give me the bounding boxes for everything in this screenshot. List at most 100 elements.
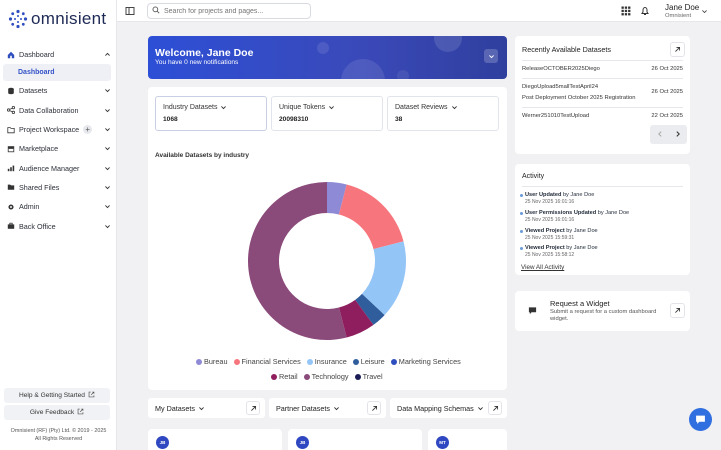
- user-name: Jane Doe: [665, 3, 700, 12]
- donut-slice-financial-services[interactable]: [338, 184, 404, 250]
- search-box[interactable]: [147, 3, 311, 19]
- brand-logo[interactable]: omnisient: [8, 9, 106, 29]
- chevron-down-icon[interactable]: [698, 5, 710, 17]
- apps-grid-icon[interactable]: [620, 5, 632, 17]
- dataset-card[interactable]: JB: [288, 429, 422, 450]
- sidebar-item-audience-manager[interactable]: Audience Manager: [0, 158, 117, 177]
- bell-icon[interactable]: [639, 5, 651, 17]
- chevron-left-icon[interactable]: [656, 130, 664, 140]
- stat-value: 38: [395, 116, 403, 123]
- legend-swatch: [196, 358, 202, 365]
- search-input[interactable]: [164, 7, 304, 15]
- donut-slice-insurance[interactable]: [361, 241, 406, 316]
- recent-dataset-date: 26 Oct 2025: [651, 66, 683, 72]
- chevron-down-icon: [103, 222, 111, 230]
- chevron-down-icon: [488, 54, 494, 58]
- stat-unique-tokens[interactable]: Unique Tokens 20098310: [271, 96, 383, 131]
- legend-swatch: [303, 373, 310, 380]
- donut-slice-leisure[interactable]: [355, 293, 385, 325]
- activity-card: Activity User Updated by Jane Doe 25 Nov …: [515, 164, 690, 275]
- activity-dot: [520, 212, 523, 215]
- chevron-down-icon: [451, 106, 457, 110]
- legend-label: Technology: [311, 372, 349, 381]
- data-mapping-schemas-tab[interactable]: Data Mapping Schemas: [390, 398, 507, 418]
- help-label: Help & Getting Started: [19, 392, 85, 399]
- top-bar: Jane Doe Omnisient: [117, 0, 721, 22]
- activity-action: User Permissions Updated: [525, 210, 597, 216]
- chevron-down-icon: [103, 203, 111, 211]
- dataset-card[interactable]: MT: [428, 429, 507, 450]
- activity-title: Activity: [522, 173, 545, 180]
- chat-icon: [528, 306, 537, 317]
- open-widget-request-button[interactable]: [670, 303, 685, 318]
- sidebar-item-label: Datasets: [19, 86, 48, 96]
- legend-label: Travel: [362, 372, 383, 381]
- sidebar-item-back-office[interactable]: Back Office: [0, 216, 117, 235]
- legend-swatch: [354, 373, 361, 380]
- help-chat-button[interactable]: [689, 408, 712, 431]
- sidebar-item-dashboard[interactable]: Dashboard: [0, 45, 117, 64]
- sidebar-item-admin[interactable]: Admin: [0, 197, 117, 216]
- legend-label: Marketing Services: [398, 357, 461, 366]
- user-menu[interactable]: Jane Doe Omnisient: [665, 3, 699, 21]
- legend-item-insurance[interactable]: Insurance: [306, 357, 347, 366]
- open-recent-datasets-button[interactable]: [670, 42, 685, 57]
- my-datasets-tab[interactable]: My Datasets: [148, 398, 265, 418]
- recent-datasets-title: Recently Available Datasets: [522, 45, 611, 54]
- add-project-button[interactable]: +: [83, 125, 93, 135]
- chat-icon: [696, 415, 705, 424]
- help-getting-started-button[interactable]: Help & Getting Started: [4, 388, 110, 403]
- activity-time: 25 Nov 2025 15:58:12: [525, 252, 575, 258]
- sidebar-item-shared-files[interactable]: Shared Files: [0, 178, 117, 197]
- folder-icon: [6, 125, 15, 134]
- home-icon: [6, 50, 15, 59]
- legend-item-travel[interactable]: Travel: [354, 372, 383, 381]
- sidebar-item-datasets[interactable]: Datasets: [0, 81, 117, 100]
- give-feedback-button[interactable]: Give Feedback: [4, 405, 110, 420]
- legend-label: Insurance: [314, 357, 347, 366]
- arrow-up-right-icon[interactable]: [488, 401, 502, 415]
- legend-item-financial-services[interactable]: Financial Services: [233, 357, 301, 366]
- legend-item-bureau[interactable]: Bureau: [196, 357, 228, 366]
- sidebar-subitem-dashboard[interactable]: Dashboard: [3, 64, 111, 82]
- tab-label: My Datasets: [155, 403, 195, 413]
- omnisient-logo-icon: [8, 9, 28, 29]
- sidebar-item-label: Shared Files: [19, 182, 60, 192]
- recent-dataset-name[interactable]: ReleaseOCTOBER2025Diego: [522, 66, 600, 72]
- legend-swatch: [271, 373, 277, 380]
- activity-time: 25 Nov 2025 16:01:16: [525, 199, 575, 205]
- sidebar-item-project-workspace[interactable]: Project Workspace +: [0, 120, 117, 139]
- chevron-down-icon: [103, 145, 111, 153]
- legend-item-retail[interactable]: Retail: [271, 372, 298, 381]
- donut-slice-retail[interactable]: [338, 299, 374, 338]
- copyright: Omnisient (RF) (Pty) Ltd. © 2019 - 2025 …: [0, 427, 117, 443]
- legend-item-marketing-services[interactable]: Marketing Services: [390, 357, 461, 366]
- partner-datasets-tab[interactable]: Partner Datasets: [269, 398, 386, 418]
- arrow-up-right-icon: [675, 46, 681, 52]
- donut-slice-bureau[interactable]: [327, 182, 347, 215]
- sidebar-item-marketplace[interactable]: Marketplace: [0, 139, 117, 158]
- arrow-up-right-icon[interactable]: [367, 401, 381, 415]
- donut-slice-technology[interactable]: [247, 182, 347, 340]
- stat-dataset-reviews[interactable]: Dataset Reviews 38: [387, 96, 499, 131]
- chevron-right-icon[interactable]: [674, 130, 682, 140]
- recent-dataset-name[interactable]: Werner251010TestUpload: [522, 113, 590, 119]
- activity-by: by Jane Doe: [562, 192, 595, 198]
- share-icon: [6, 106, 15, 115]
- activity-item: User Updated by Jane Doe 25 Nov 2025 16:0…: [520, 192, 595, 206]
- legend-item-leisure[interactable]: Leisure: [352, 357, 385, 366]
- recent-dataset-name[interactable]: DiegoUpload5mallTestApril24: [522, 84, 599, 90]
- sidebar-item-data-collaboration[interactable]: Data Collaboration: [0, 101, 117, 120]
- divider: [522, 107, 683, 108]
- database-icon: [6, 86, 15, 95]
- banner-collapse-button[interactable]: [484, 49, 498, 63]
- activity-dot: [520, 194, 523, 197]
- tab-label: Partner Datasets: [276, 403, 330, 413]
- view-all-activity-link[interactable]: View All Activity: [521, 264, 565, 271]
- sidebar-toggle-icon[interactable]: [124, 5, 136, 17]
- dataset-card[interactable]: JB: [148, 429, 282, 450]
- legend-item-technology[interactable]: Technology: [303, 372, 349, 381]
- arrow-up-right-icon[interactable]: [246, 401, 260, 415]
- request-widget-card[interactable]: Request a Widget Submit a request for a …: [515, 291, 690, 331]
- stat-industry-datasets[interactable]: Industry Datasets 1068: [155, 96, 267, 131]
